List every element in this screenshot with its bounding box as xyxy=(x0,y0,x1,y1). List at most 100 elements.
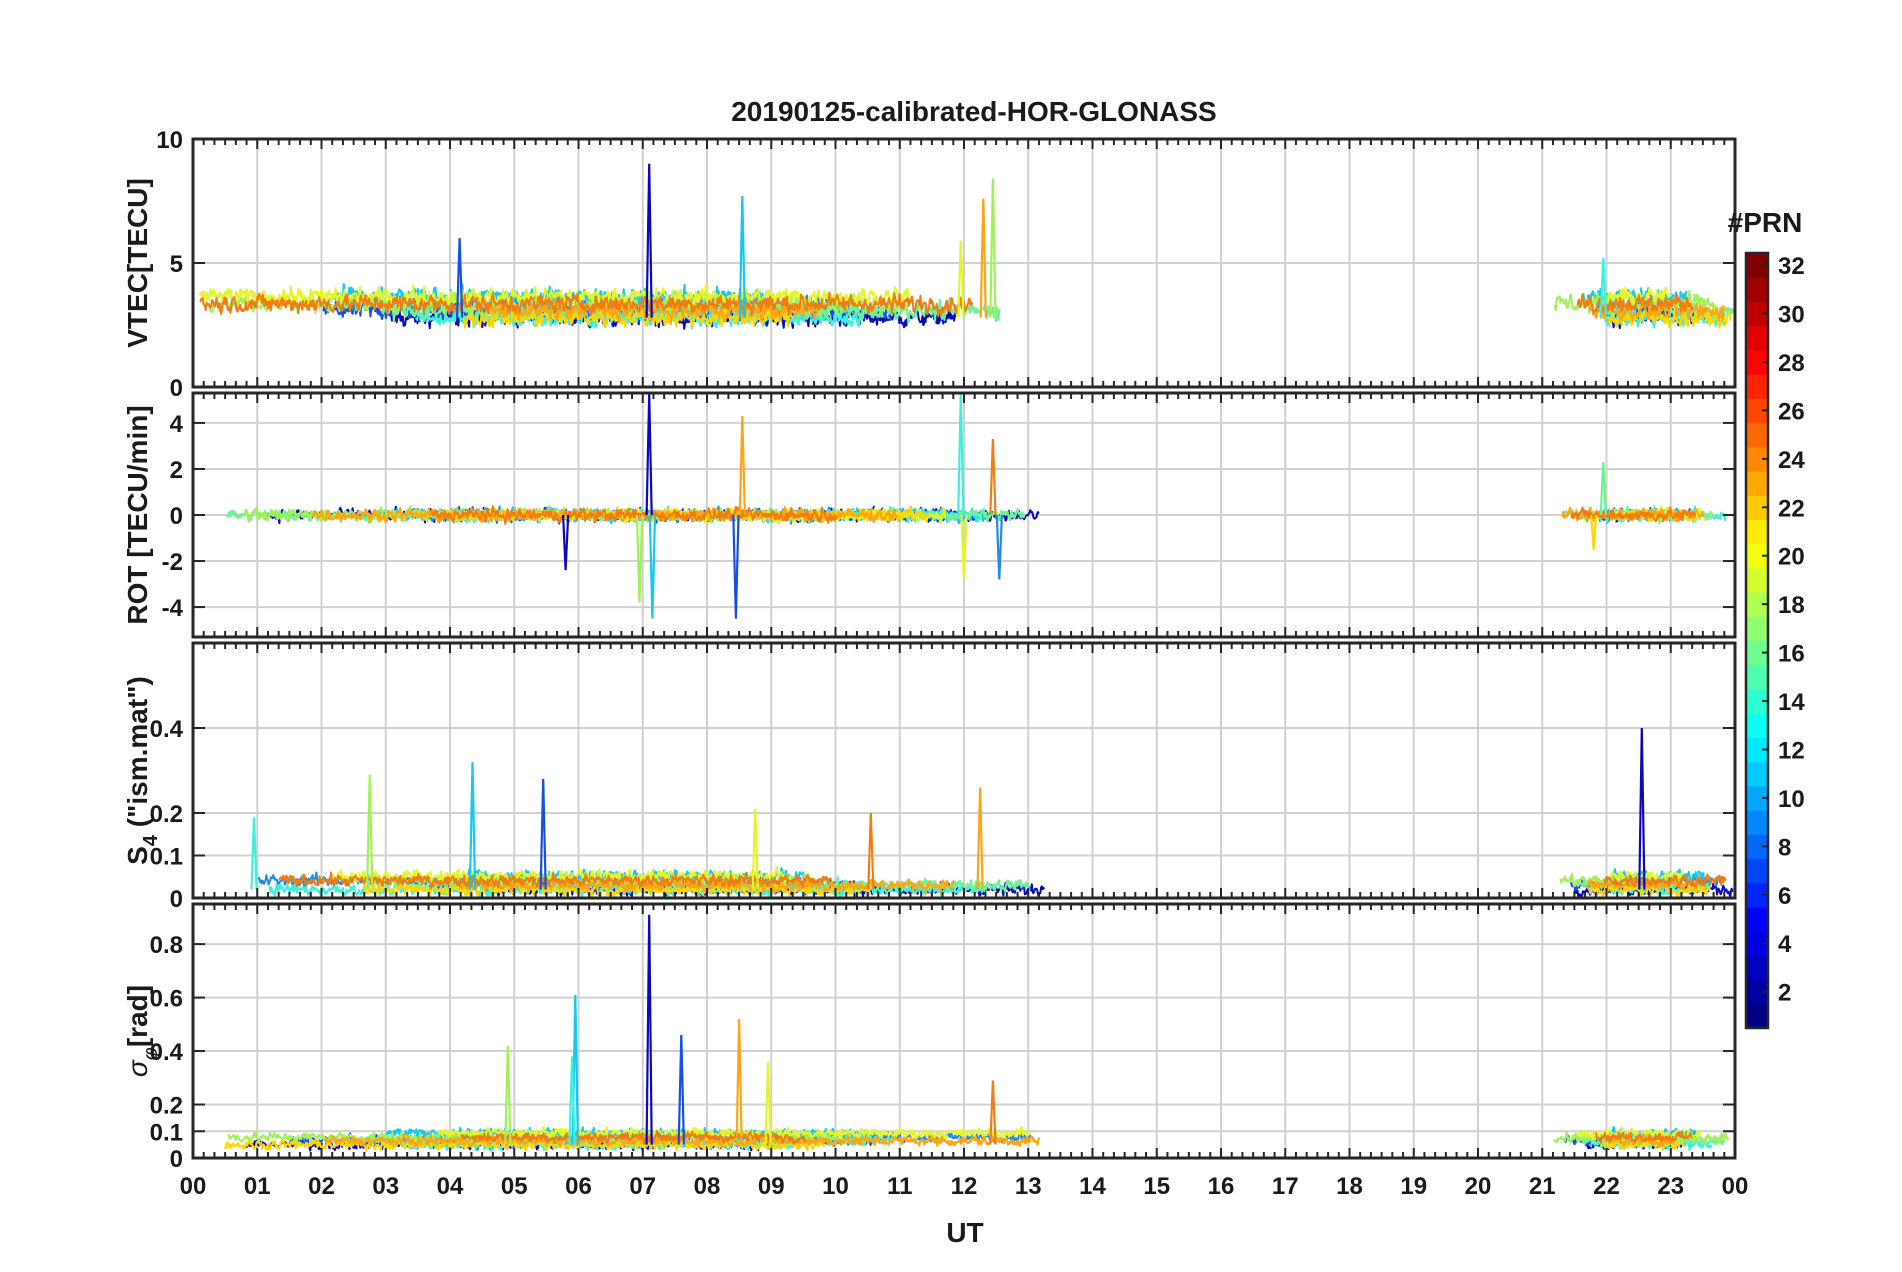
series-line-prn-24 xyxy=(430,505,838,525)
x-tick-label: 14 xyxy=(1079,1173,1106,1200)
peak-point xyxy=(568,1056,576,1145)
x-tick-label: 05 xyxy=(501,1173,528,1200)
colorbar-swatch xyxy=(1746,858,1768,884)
colorbar-swatch xyxy=(1746,277,1768,303)
x-tick-label: 01 xyxy=(244,1173,271,1200)
colorbar-tick-label: 10 xyxy=(1778,786,1805,813)
peak-point xyxy=(677,1034,685,1145)
peak-point xyxy=(1599,257,1607,318)
y-tick-label: 0 xyxy=(170,375,183,402)
peak-point xyxy=(1590,514,1598,550)
x-tick-label: 06 xyxy=(565,1173,592,1200)
y-tick-label: 10 xyxy=(156,127,183,154)
y-tick-label: 0.1 xyxy=(150,844,183,871)
colorbar-swatch xyxy=(1746,567,1768,593)
colorbar-swatch xyxy=(1746,761,1768,787)
panel-s4: 0 0.1 0.2 0.4S4 ("ism.mat") xyxy=(122,641,1737,913)
peak-point xyxy=(468,761,477,890)
y-tick-label: 0.2 xyxy=(150,1093,183,1120)
colorbar-tick-label: 2 xyxy=(1778,980,1791,1007)
colorbar-swatch xyxy=(1746,519,1768,545)
peak-point xyxy=(979,198,987,318)
colorbar-swatch xyxy=(1746,906,1768,932)
panel-rot: -4 -2 0 2 4 ROT [TECU/min] xyxy=(122,391,1737,639)
y-tick-label: 0.1 xyxy=(150,1119,183,1146)
colorbar-tick-label: 6 xyxy=(1778,883,1791,910)
colorbar-swatch xyxy=(1746,592,1768,617)
colorbar-swatch xyxy=(1746,495,1768,521)
colorbar-swatch xyxy=(1746,737,1768,763)
colorbar-swatch xyxy=(1746,664,1768,690)
peak-point xyxy=(539,778,547,890)
series-line-prn-21 xyxy=(362,880,873,898)
colorbar-swatch xyxy=(1746,422,1768,448)
peak-point xyxy=(735,1018,743,1145)
x-tick-label: 03 xyxy=(372,1173,399,1200)
x-tick-label: 16 xyxy=(1208,1173,1235,1200)
y-tick-label: 0 xyxy=(170,1146,183,1173)
colorbar-tick-label: 20 xyxy=(1778,544,1805,571)
peak-point xyxy=(751,808,759,890)
peak-point xyxy=(645,393,653,516)
colorbar-tick-label: 14 xyxy=(1778,689,1805,716)
x-tick-label: 13 xyxy=(1015,1173,1042,1200)
colorbar-tick-label: 30 xyxy=(1778,302,1805,329)
colorbar-swatch xyxy=(1746,810,1768,835)
series-line-prn-21 xyxy=(1588,882,1711,898)
series-line-prn-24 xyxy=(1576,293,1694,314)
peak-point xyxy=(250,817,258,890)
peak-point xyxy=(989,1080,997,1145)
y-tick-label: 5 xyxy=(170,251,183,278)
x-tick-label: 10 xyxy=(822,1173,849,1200)
x-tick-label: 00 xyxy=(1722,1173,1749,1200)
peak-point xyxy=(957,393,965,516)
x-tick-label: 09 xyxy=(758,1173,785,1200)
x-tick-label: 20 xyxy=(1465,1173,1492,1200)
x-tick-label: 07 xyxy=(629,1173,656,1200)
colorbar-tick-label: 22 xyxy=(1778,495,1805,522)
series-line-prn-21 xyxy=(1606,305,1732,329)
colorbar-swatch xyxy=(1746,349,1768,375)
colorbar-tick-label: 28 xyxy=(1778,350,1805,377)
colorbar-tick-label: 24 xyxy=(1778,447,1805,474)
series-group xyxy=(223,1125,1730,1152)
colorbar-tick-label: 18 xyxy=(1778,592,1805,619)
colorbar-swatch xyxy=(1746,713,1768,738)
x-tick-label: 12 xyxy=(951,1173,978,1200)
colorbar-tick-label: 32 xyxy=(1778,253,1805,280)
series-line-prn-24 xyxy=(460,1130,807,1145)
x-tick-label: 18 xyxy=(1336,1173,1363,1200)
y-axis-label: ROT [TECU/min] xyxy=(122,405,153,624)
y-tick-label: 0.8 xyxy=(150,932,183,959)
colorbar-tick-label: 12 xyxy=(1778,737,1805,764)
colorbar-swatch xyxy=(1746,640,1768,666)
y-axis-label: VTEC[TECU] xyxy=(122,178,153,348)
series-group xyxy=(198,283,1735,330)
colorbar-swatch xyxy=(1746,446,1768,472)
x-tick-label: 00 xyxy=(180,1173,207,1200)
peak-point xyxy=(957,240,965,318)
series-line-prn-23 xyxy=(489,296,820,325)
peak-point xyxy=(645,163,653,318)
peak-point xyxy=(989,438,997,516)
peak-point xyxy=(504,1045,512,1145)
x-tick-label: 08 xyxy=(694,1173,721,1200)
y-tick-label: 2 xyxy=(170,457,183,484)
x-tick-label: 02 xyxy=(308,1173,335,1200)
panel-sigma_phi: 00.10.2 0.4 0.6 0.8 σφ[rad] xyxy=(122,902,1737,1173)
colorbar-swatch xyxy=(1746,470,1768,496)
series-line-prn-21 xyxy=(223,1137,826,1152)
peak-point xyxy=(867,812,875,890)
series-line-prn-19 xyxy=(198,283,911,309)
series-line-prn-19 xyxy=(331,866,792,885)
colorbar-swatch xyxy=(1746,785,1768,811)
colorbar-frame xyxy=(1744,251,1770,1030)
colorbar-swatch xyxy=(1746,834,1768,860)
x-tick-label: 11 xyxy=(887,1173,912,1200)
peak-point xyxy=(1599,462,1607,516)
peak-point xyxy=(635,514,644,603)
colorbar-tick-label: 8 xyxy=(1778,834,1791,861)
colorbar-swatch xyxy=(1746,616,1768,642)
peak-point xyxy=(1638,727,1646,890)
peak-point xyxy=(732,514,740,619)
